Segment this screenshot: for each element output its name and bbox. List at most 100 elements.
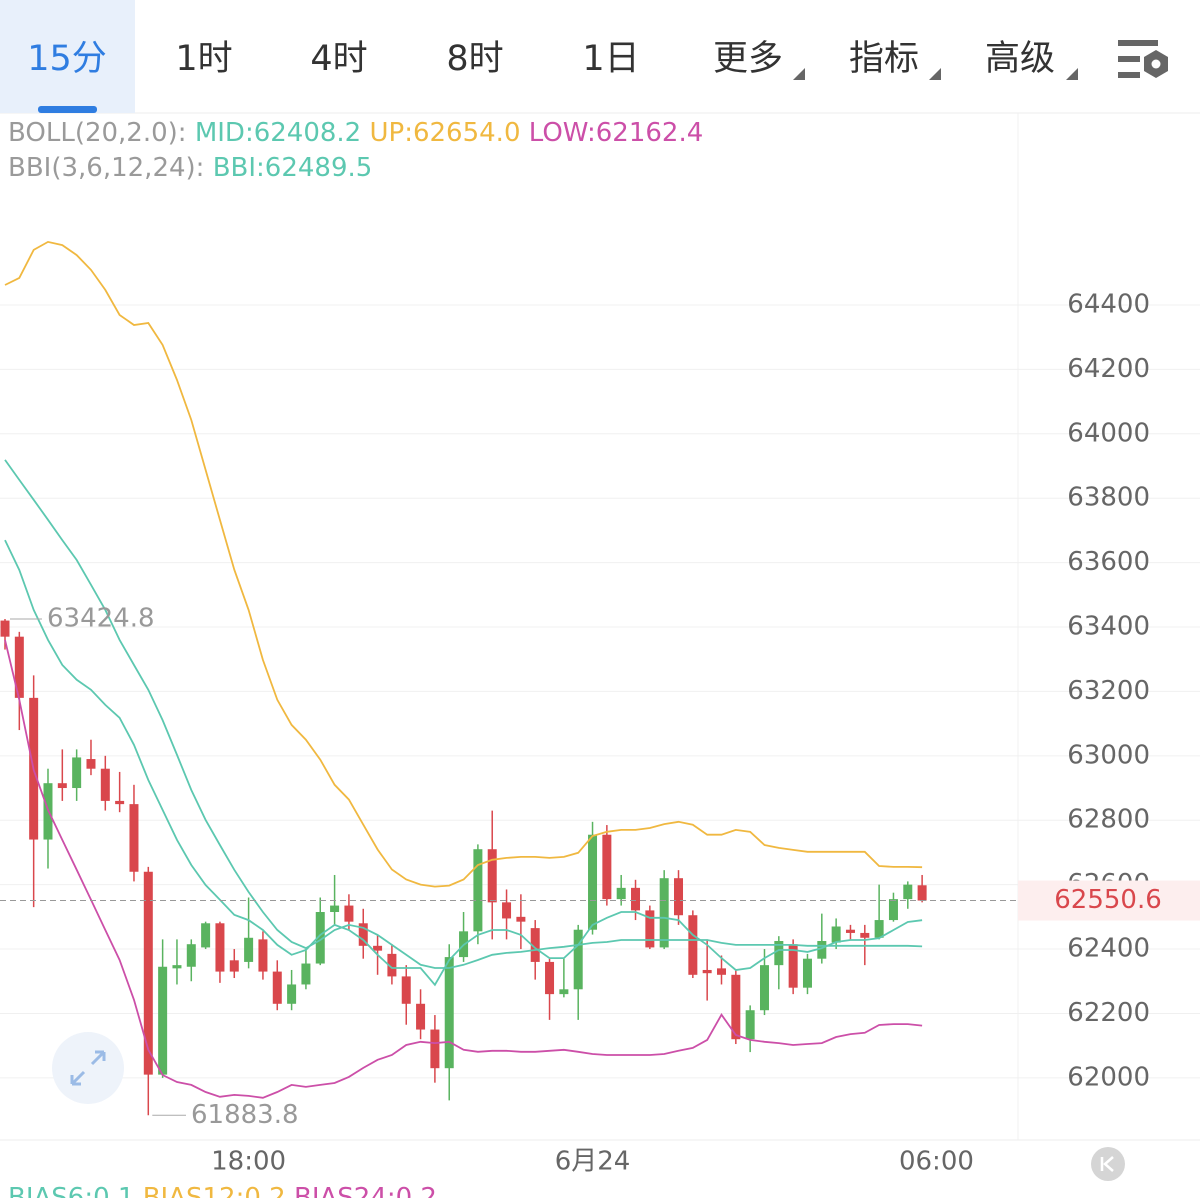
tab[interactable]: 1日	[582, 39, 639, 79]
candle-body	[86, 759, 96, 769]
candle-body	[616, 887, 626, 900]
candle-body	[373, 945, 383, 951]
candle-body	[702, 969, 712, 974]
candle-body	[516, 916, 526, 922]
tab[interactable]: 4时	[310, 39, 367, 79]
candle-body	[788, 944, 798, 988]
tab-bar	[0, 0, 1200, 113]
candle-body	[674, 878, 684, 916]
bias-legend: BIAS6:0.1 BIAS12:0.2 BIAS24:0.2	[8, 1183, 437, 1198]
candle-body	[115, 800, 125, 805]
y-tick-label: 63800	[1067, 483, 1150, 513]
candle-body	[903, 884, 913, 900]
candle-body	[444, 957, 454, 1069]
last-price-box	[1018, 880, 1200, 921]
candle-body	[215, 923, 225, 972]
y-tick-label: 64400	[1067, 289, 1150, 319]
candle-body	[559, 989, 569, 995]
tab[interactable]: 15分	[27, 39, 107, 79]
candle-body	[344, 905, 354, 922]
candle-body	[502, 902, 512, 919]
legend-item: BIAS6:0.1	[8, 1183, 134, 1198]
candle-body	[759, 965, 769, 1011]
candle-body	[186, 944, 196, 967]
candle-body	[731, 974, 741, 1040]
indicator-line	[4, 240, 923, 888]
candle-body	[487, 849, 497, 903]
candle-body	[602, 834, 612, 900]
candle-body	[888, 899, 898, 921]
last-price-label: 62550.6	[1054, 885, 1162, 915]
candle-body	[860, 932, 870, 938]
candle-body	[287, 984, 297, 1004]
y-tick-label: 63400	[1067, 612, 1150, 642]
y-tick-label: 63200	[1067, 676, 1150, 706]
candle-body	[358, 923, 368, 946]
candle-body	[645, 910, 655, 948]
candle-body	[387, 953, 397, 977]
y-tick-label: 63600	[1067, 547, 1150, 577]
y-tick-label: 62000	[1067, 1062, 1150, 1092]
candle-body	[143, 871, 153, 1075]
x-tick-label: 6月24	[555, 1147, 631, 1177]
y-tick-label: 64000	[1067, 418, 1150, 448]
candle-body	[129, 804, 139, 872]
legend-label: BOLL(20,2.0):	[8, 118, 187, 148]
tab[interactable]: 指标	[849, 39, 919, 79]
tab[interactable]: 更多	[713, 39, 783, 79]
candle-body	[717, 968, 726, 975]
candle-body	[244, 937, 254, 962]
x-tick-label: 06:00	[899, 1147, 974, 1177]
candle-body	[917, 885, 927, 901]
tab[interactable]: 高级	[985, 39, 1055, 79]
candle-body	[416, 1003, 426, 1030]
legend-item: LOW:62162.4	[529, 118, 703, 148]
candle-body	[530, 928, 540, 962]
min-label: 61883.8	[191, 1100, 299, 1130]
candle-body	[57, 783, 67, 789]
dropdown-arrow	[1066, 68, 1078, 80]
tab-underline	[38, 106, 97, 113]
grid: 6200062200624006260062800630006320063400…	[0, 289, 1200, 1177]
candle-body	[172, 965, 182, 969]
candle-body	[874, 920, 884, 938]
candle-body	[817, 940, 827, 959]
legend-item: MID:62408.2	[195, 118, 361, 148]
settings-icon[interactable]	[1118, 40, 1168, 78]
tab[interactable]: 8时	[446, 39, 503, 79]
candle-body	[301, 963, 311, 985]
candle-body	[545, 961, 555, 995]
scroll-latest-button[interactable]	[1091, 1147, 1125, 1181]
candle-body	[0, 620, 10, 637]
indicator-line	[4, 459, 923, 969]
indicator-line	[4, 539, 923, 987]
candle-body	[258, 939, 268, 972]
indicator-legend: BBI(3,6,12,24): BBI:62489.5	[8, 153, 372, 183]
tab[interactable]: 1时	[175, 39, 232, 79]
overlay: 63424.8 61883.8 62550.6	[0, 604, 1200, 1130]
legend-item: BIAS12:0.2	[143, 1183, 286, 1198]
candle-body	[72, 757, 82, 789]
candle-body	[845, 929, 855, 933]
candle-body	[100, 768, 110, 801]
max-label: 63424.8	[47, 604, 155, 634]
y-tick-label: 63000	[1067, 740, 1150, 770]
candle-body	[201, 923, 211, 948]
plot	[0, 240, 927, 1116]
expand-button[interactable]	[52, 1032, 124, 1104]
candle-body	[802, 958, 812, 988]
candle-body	[774, 940, 784, 966]
y-tick-label: 62200	[1067, 998, 1150, 1028]
candle-body	[430, 1029, 440, 1069]
candle-body	[158, 966, 168, 1075]
indicator-legend: BOLL(20,2.0): MID:62408.2 UP:62654.0 LOW…	[8, 118, 703, 148]
candle-body	[473, 849, 483, 932]
candle-body	[631, 887, 641, 911]
legend-label: BBI(3,6,12,24):	[8, 153, 204, 183]
legend-item: BBI:62489.5	[213, 153, 373, 183]
legend-item: UP:62654.0	[370, 118, 521, 148]
tab-selected-bg	[0, 0, 135, 113]
candle-body	[588, 834, 598, 930]
